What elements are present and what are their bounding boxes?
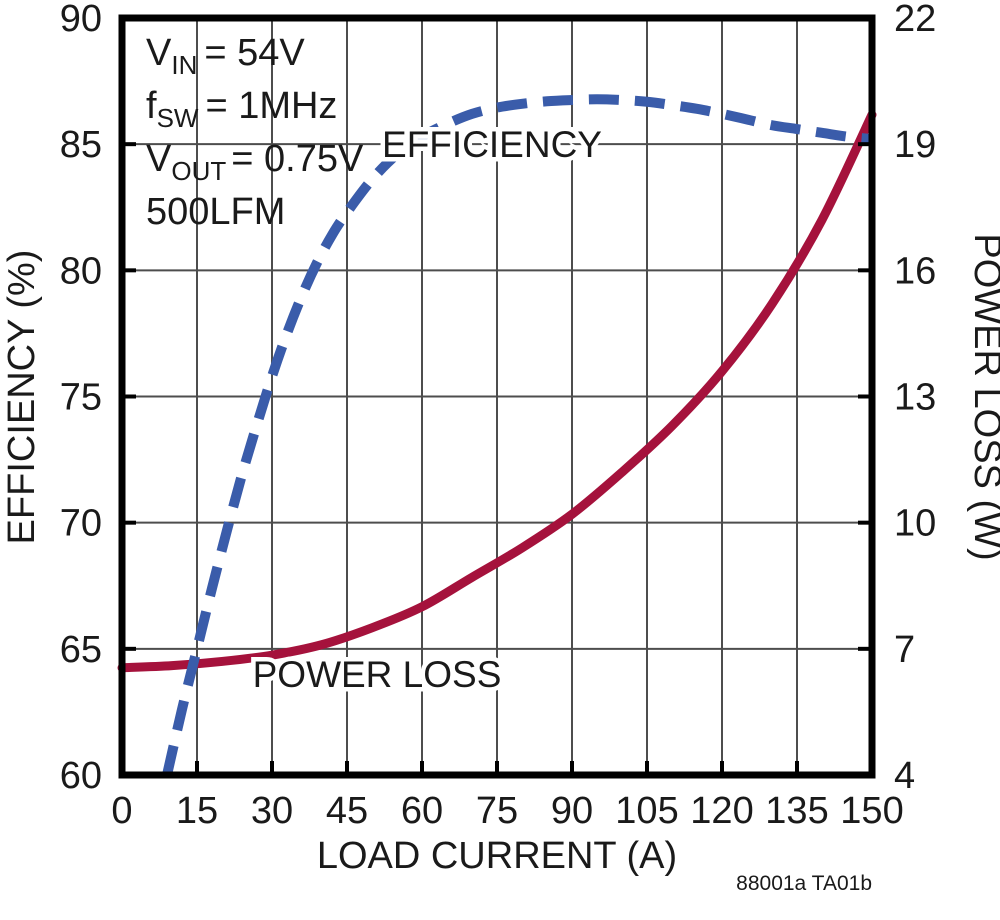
x-tick-label: 0 [111,790,132,832]
y-right-tick-label: 7 [894,629,915,671]
y-axis-right-tick-labels: 4 7 10 13 16 19 22 [894,0,936,797]
efficiency-curve-label-text: EFFICIENCY [382,124,602,165]
fsw-condition: fSW = 1MHz [146,85,337,133]
x-tick-label: 15 [176,790,218,832]
y-right-tick-label: 10 [894,503,936,545]
y-right-tick-label: 19 [894,124,936,166]
test-conditions-annotation: VIN = 54V fSW = 1MHz VOUT = 0.75V 500LFM [146,32,364,233]
y-axis-right-title: POWER LOSS (W) [966,233,1000,560]
power-loss-curve-label-text: POWER LOSS [253,654,502,695]
airflow-condition: 500LFM [146,191,285,233]
x-tick-label: 120 [690,790,753,832]
y-axis-left-title: EFFICIENCY (%) [1,250,43,545]
x-tick-label: 60 [401,790,443,832]
y-axis-right-ticks [858,16,872,777]
vout-subscript: OUT [171,156,226,186]
vin-subscript: IN [171,50,197,80]
vin-condition: VIN = 54V [146,32,305,80]
y-right-tick-label: 16 [894,250,936,292]
x-tick-label: 105 [615,790,678,832]
y-left-tick-label: 75 [60,377,102,419]
y-left-tick-label: 60 [60,755,102,797]
x-tick-label: 75 [476,790,518,832]
y-right-tick-label: 13 [894,377,936,419]
y-right-tick-label: 22 [894,0,936,40]
x-tick-label: 90 [551,790,593,832]
figure-caption: 88001a TA01b [736,872,872,895]
vout-symbol: V [146,138,172,180]
y-right-tick-label: 4 [894,755,915,797]
vout-value: = 0.75V [231,138,364,180]
y-axis-left-tick-labels: 60 65 70 75 80 85 90 [60,0,102,797]
horizontal-gridlines [122,143,872,650]
x-axis-tick-labels: 0 15 30 45 60 75 90 105 120 135 150 [111,790,903,832]
x-axis-ticks [120,761,874,775]
efficiency-curve [162,94,873,777]
fsw-value: = 1MHz [205,85,337,127]
y-axis-left-ticks [122,16,136,777]
vout-condition: VOUT = 0.75V [146,138,364,186]
y-left-tick-label: 70 [60,503,102,545]
power-loss-curve [117,110,877,673]
power-loss-curve-label: POWER LOSS [248,650,506,700]
fsw-subscript: SW [157,103,199,133]
x-tick-label: 150 [840,790,903,832]
vin-value: = 54V [204,32,305,74]
x-axis-title: LOAD CURRENT (A) [317,835,677,877]
fsw-symbol: f [146,85,157,127]
y-left-tick-label: 85 [60,124,102,166]
x-tick-label: 45 [326,790,368,832]
y-left-tick-label: 90 [60,0,102,40]
y-left-tick-label: 65 [60,629,102,671]
y-left-tick-label: 80 [60,250,102,292]
x-tick-label: 135 [765,790,828,832]
efficiency-curve-label: EFFICIENCY [378,120,607,170]
vin-symbol: V [146,32,172,74]
x-tick-label: 30 [251,790,293,832]
